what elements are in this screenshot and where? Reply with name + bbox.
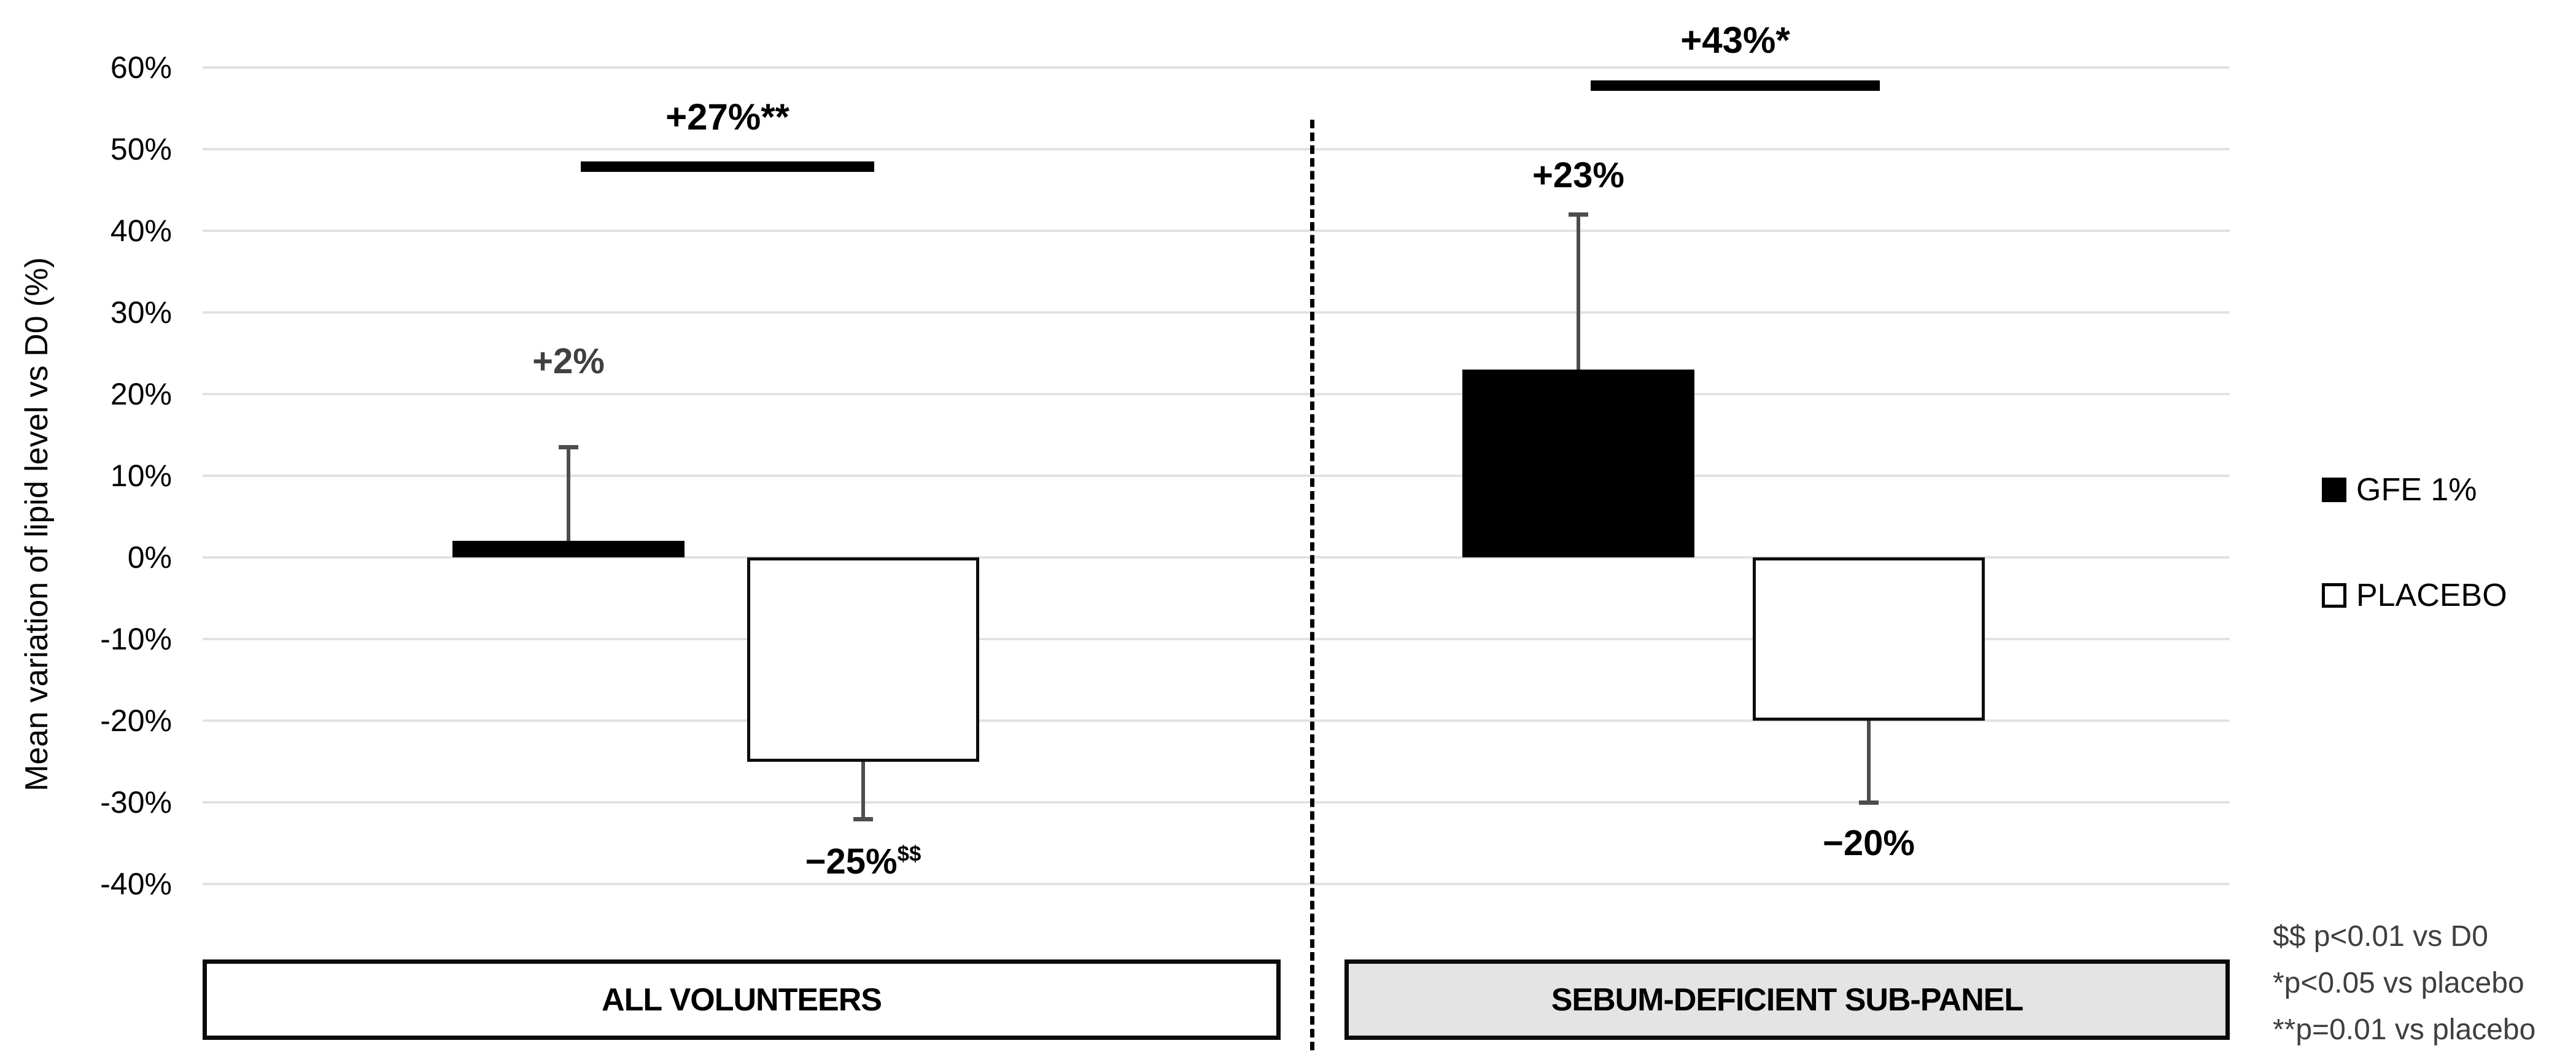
y-tick-label: 0% bbox=[127, 540, 172, 575]
legend-item-gfe: GFE 1% bbox=[2322, 471, 2477, 508]
footnote-line-3: **p=0.01 vs placebo bbox=[2273, 1013, 2536, 1046]
gridline bbox=[203, 148, 2230, 150]
gridline bbox=[203, 719, 2230, 722]
error-bar-cap bbox=[853, 816, 873, 821]
y-tick-label: 20% bbox=[110, 377, 172, 411]
bar-gfe bbox=[1462, 370, 1694, 557]
gridline bbox=[203, 311, 2230, 314]
legend-label-placebo: PLACEBO bbox=[2356, 578, 2507, 613]
significance-label: +27%** bbox=[665, 96, 789, 138]
gridline bbox=[203, 475, 2230, 477]
gridline bbox=[203, 638, 2230, 640]
gridline bbox=[203, 393, 2230, 395]
value-label-superscript: $$ bbox=[897, 842, 921, 866]
footnote-line-1: $$ p<0.01 vs D0 bbox=[2273, 920, 2488, 953]
significance-label: +43%* bbox=[1680, 20, 1790, 61]
legend-swatch-filled-icon bbox=[2322, 478, 2346, 502]
error-bar-cap bbox=[1569, 212, 1588, 217]
footnotes: $$ p<0.01 vs D0 *p<0.05 vs placebo **p=0… bbox=[2273, 913, 2535, 1053]
y-tick-label: 40% bbox=[110, 214, 172, 248]
bar-gfe bbox=[452, 541, 685, 557]
category-label-all-volunteers: ALL VOLUNTEERS bbox=[602, 982, 882, 1018]
y-tick-label: -30% bbox=[100, 785, 172, 820]
y-tick-label: 10% bbox=[110, 459, 172, 493]
footnote-line-2: *p<0.05 vs placebo bbox=[2273, 967, 2524, 999]
category-box-sebum-deficient: SEBUM-DEFICIENT SUB-PANEL bbox=[1344, 959, 2230, 1040]
gridline bbox=[203, 556, 2230, 559]
legend-item-placebo: PLACEBO bbox=[2322, 577, 2507, 614]
legend-label-gfe: GFE 1% bbox=[2356, 472, 2477, 508]
error-bar-cap bbox=[1859, 800, 1879, 805]
y-tick-label: -20% bbox=[100, 703, 172, 738]
significance-bracket bbox=[581, 161, 874, 172]
y-tick-label: 60% bbox=[110, 50, 172, 85]
y-tick-label: -40% bbox=[100, 867, 172, 901]
bar-placebo bbox=[747, 557, 979, 762]
gridline bbox=[203, 230, 2230, 232]
gridline bbox=[203, 66, 2230, 69]
gridline bbox=[203, 883, 2230, 885]
value-label: −25%$$ bbox=[805, 842, 921, 882]
value-label: +23% bbox=[1532, 155, 1624, 195]
gridline bbox=[203, 801, 2230, 804]
error-bar-cap bbox=[559, 445, 578, 450]
error-bar bbox=[567, 447, 570, 557]
value-label: −20% bbox=[1823, 823, 1915, 863]
y-tick-label: 50% bbox=[110, 132, 172, 166]
category-label-sebum-deficient: SEBUM-DEFICIENT SUB-PANEL bbox=[1551, 982, 2023, 1018]
value-label: +2% bbox=[532, 341, 605, 381]
category-box-all-volunteers: ALL VOLUNTEERS bbox=[203, 959, 1281, 1040]
significance-bracket bbox=[1591, 80, 1880, 91]
legend-swatch-outlined-icon bbox=[2322, 583, 2346, 608]
group-divider-dashed-line bbox=[1310, 120, 1314, 1050]
y-tick-label: 30% bbox=[110, 295, 172, 330]
bar-placebo bbox=[1753, 557, 1985, 721]
y-tick-label: -10% bbox=[100, 622, 172, 656]
